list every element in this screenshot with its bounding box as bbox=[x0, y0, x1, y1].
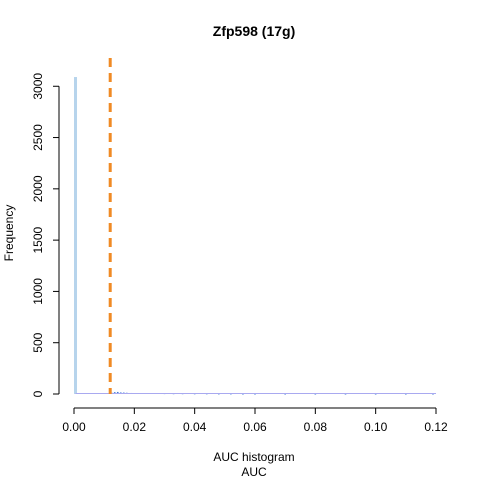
x-axis-label: AUC histogram bbox=[213, 450, 294, 464]
x-tick-label: 0.10 bbox=[364, 420, 388, 434]
histogram-bar bbox=[405, 393, 407, 395]
x-tick-label: 0.08 bbox=[304, 420, 328, 434]
y-tick-label: 500 bbox=[31, 332, 45, 352]
x-tick-label: 0.02 bbox=[123, 420, 147, 434]
histogram-bar bbox=[218, 393, 220, 395]
histogram-bar bbox=[344, 393, 347, 395]
y-tick-label: 0 bbox=[31, 390, 45, 397]
histogram-bar bbox=[116, 391, 119, 394]
x-tick-label: 0.12 bbox=[424, 420, 448, 434]
x-tick-label: 0.00 bbox=[62, 420, 86, 434]
y-tick-label: 1500 bbox=[31, 226, 45, 253]
x-tick-label: 0.06 bbox=[243, 420, 267, 434]
y-axis: 0 500 1000 1500 2000 2500 3000 bbox=[31, 73, 60, 397]
histogram-bar bbox=[74, 77, 78, 394]
y-tick-label: 1000 bbox=[31, 278, 45, 305]
histogram-bar bbox=[374, 393, 377, 395]
histogram-bar bbox=[284, 393, 286, 395]
histogram-bar bbox=[254, 393, 256, 395]
histogram-bars bbox=[74, 77, 434, 395]
y-tick-label: 2500 bbox=[31, 124, 45, 151]
x-axis: 0.00 0.02 0.04 0.06 0.08 0.10 0.12 bbox=[62, 407, 448, 434]
histogram-bar bbox=[242, 393, 244, 395]
histogram-bar bbox=[230, 393, 232, 395]
histogram-bar bbox=[314, 393, 317, 395]
chart-title: Zfp598 (17g) bbox=[213, 23, 295, 39]
y-tick-label: 3000 bbox=[31, 73, 45, 100]
x-tick-label: 0.04 bbox=[183, 420, 207, 434]
histogram-bar bbox=[432, 393, 434, 395]
x-axis-label-secondary: AUC bbox=[241, 465, 267, 479]
y-tick-label: 2000 bbox=[31, 175, 45, 202]
y-axis-label: Frequency bbox=[2, 205, 16, 262]
